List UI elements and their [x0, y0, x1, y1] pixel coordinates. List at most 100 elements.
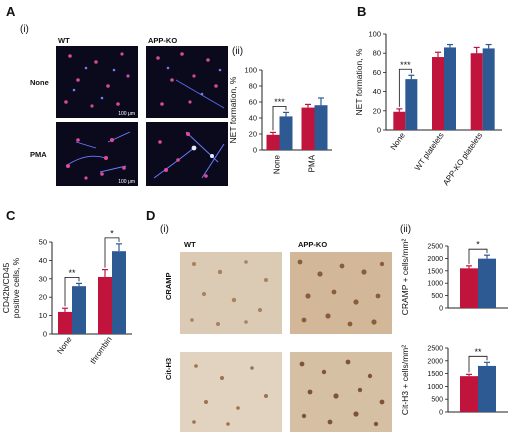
- y-tick-label: 100: [368, 30, 381, 39]
- y-tick-label: 60: [249, 98, 257, 107]
- significance-label: ***: [274, 97, 285, 107]
- y-tick-label: 10: [39, 311, 47, 320]
- x-tick-label: None: [273, 154, 282, 174]
- y-tick-label: 0: [439, 410, 443, 417]
- scale-bar-label-pma: 100 μm: [118, 179, 135, 185]
- chart-a-ii: 0 20 40 60 80 100 NET formation, % None PMA ***: [228, 66, 332, 174]
- y-axis-label: CD42b/CD45positive cells, %: [2, 257, 21, 318]
- y-tick-label: 0: [43, 330, 47, 339]
- x-tick-label: APP-KO platelets: [441, 131, 484, 187]
- significance-label: **: [474, 347, 482, 357]
- significance-bracket: [64, 277, 80, 307]
- significance-bracket: [272, 106, 287, 131]
- panel-letter-c: C: [6, 208, 16, 223]
- panel-d-sub-i: (i): [160, 224, 169, 235]
- bar: [482, 48, 495, 130]
- bar: [72, 286, 86, 334]
- x-tick-label: thrombin: [88, 335, 113, 366]
- y-tick-label: 40: [373, 87, 381, 96]
- significance-label: ***: [400, 60, 411, 70]
- x-tick-label: PMA: [308, 154, 317, 172]
- chart-b: 0 20 40 60 80 100 NET formation, % None WT plate…: [354, 30, 502, 187]
- bar: [460, 376, 478, 412]
- panel-d-col-wt: WT: [184, 240, 196, 249]
- bar: [444, 47, 456, 130]
- panel-a-col-ko: APP-KO: [148, 36, 178, 45]
- y-tick-label: 500: [431, 293, 443, 300]
- bar: [98, 276, 112, 334]
- micrograph-a-wt-pma: 100 μm: [56, 122, 138, 186]
- bar: [393, 111, 406, 130]
- y-tick-label: 30: [39, 274, 47, 283]
- x-tick-label: WT platelets: [413, 131, 446, 172]
- y-axis-label: Cit-H3 + cells/mm²: [400, 345, 410, 415]
- bar: [478, 258, 496, 308]
- bar: [112, 251, 126, 334]
- y-tick-label: 0: [377, 126, 381, 135]
- ihc-d-wt-cramp: [180, 252, 282, 334]
- micrograph-a-ko-none: [146, 46, 228, 118]
- significance-bracket: [104, 237, 120, 268]
- bar: [58, 311, 72, 334]
- y-tick-label: 80: [373, 49, 381, 58]
- y-tick-label: 20: [39, 293, 47, 302]
- y-tick-label: 500: [431, 397, 443, 404]
- panel-a-row-none: None: [30, 78, 49, 87]
- scale-bar-label: 100 μm: [118, 111, 135, 117]
- y-axis-label: CRAMP + cells/mm²: [400, 239, 410, 316]
- bar: [432, 57, 444, 130]
- y-tick-label: 2500: [427, 244, 443, 251]
- chart-c: 0 10 20 30 40 50 CD42b/CD45positive cells, % No…: [2, 228, 132, 366]
- significance-bracket: [468, 248, 488, 264]
- y-tick-label: 0: [439, 306, 443, 313]
- y-tick-label: 2000: [427, 256, 443, 263]
- y-tick-label: 2500: [427, 346, 443, 353]
- panel-d-row-cramp: CRAMP: [164, 272, 173, 301]
- chart-d-ii-bottom: 0 500 1000 1500 2000 2500 Cit-H3 + cells/mm² **: [400, 345, 508, 417]
- panel-a-row-pma: PMA: [30, 150, 47, 159]
- y-tick-label: 40: [249, 114, 257, 123]
- y-tick-label: 0: [253, 146, 257, 155]
- micrograph-a-ko-pma: [146, 122, 228, 186]
- panel-a-col-wt: WT: [58, 36, 70, 45]
- bar: [405, 79, 418, 130]
- y-tick-label: 1000: [427, 384, 443, 391]
- y-axis-label: NET formation, %: [228, 76, 238, 143]
- y-tick-label: 100: [244, 66, 257, 75]
- ihc-d-ko-cramp: [290, 252, 392, 334]
- y-tick-label: 1000: [427, 281, 443, 288]
- bar: [314, 105, 328, 150]
- panel-letter-a: A: [6, 4, 16, 19]
- y-axis-label: NET formation, %: [354, 48, 364, 115]
- bar: [301, 107, 315, 150]
- y-tick-label: 40: [39, 256, 47, 265]
- panel-d-row-cith3: Cit-H3: [164, 357, 173, 380]
- panel-d-sub-ii: (ii): [400, 224, 412, 235]
- bar: [266, 134, 280, 150]
- chart-d-ii-top: 0 500 1000 1500 2000 2500 CRAMP + cells/mm² *: [400, 239, 508, 316]
- y-tick-label: 80: [249, 82, 257, 91]
- panel-a-sub-ii: (ii): [232, 46, 244, 57]
- y-tick-label: 50: [39, 238, 47, 247]
- y-tick-label: 1500: [427, 268, 443, 275]
- significance-bracket: [468, 355, 488, 373]
- y-tick-label: 20: [249, 130, 257, 139]
- bar: [478, 365, 496, 412]
- bar: [279, 116, 293, 150]
- significance-label: *: [110, 228, 114, 238]
- y-tick-label: 20: [373, 106, 381, 115]
- x-tick-label: None: [55, 335, 74, 356]
- panel-letter-d: D: [146, 208, 156, 223]
- significance-label: **: [68, 268, 76, 278]
- panel-d-col-ko: APP-KO: [298, 240, 328, 249]
- bar: [470, 53, 483, 131]
- y-tick-label: 2000: [427, 358, 443, 365]
- y-tick-label: 60: [373, 68, 381, 77]
- panel-letter-b: B: [357, 4, 367, 19]
- bar: [460, 268, 478, 308]
- panel-a-sub-i: (i): [20, 24, 29, 35]
- ihc-d-ko-cith3: [290, 352, 392, 432]
- significance-label: *: [476, 240, 480, 250]
- x-tick-label: None: [389, 131, 408, 152]
- significance-bracket: [398, 68, 412, 107]
